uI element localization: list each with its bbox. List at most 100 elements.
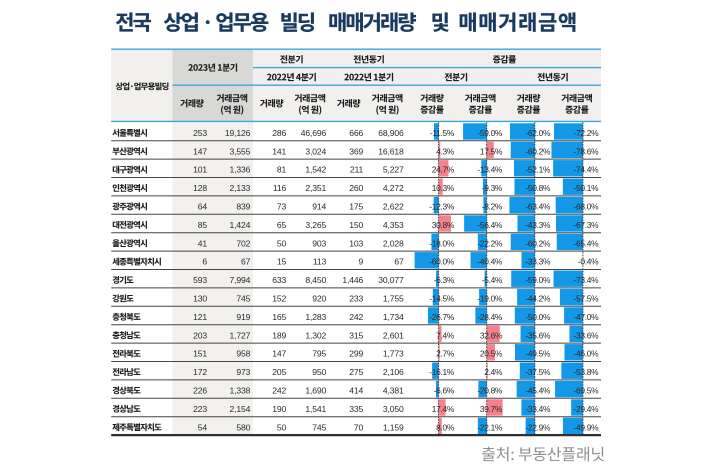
svg-text:1,336: 1,336	[230, 165, 251, 175]
svg-text:50: 50	[277, 238, 287, 248]
svg-text:-69.5%: -69.5%	[574, 386, 600, 396]
svg-text:-14.5%: -14.5%	[429, 294, 455, 304]
svg-text:3,050: 3,050	[383, 404, 404, 414]
svg-text:113: 113	[313, 257, 327, 267]
svg-text:-72.2%: -72.2%	[574, 128, 600, 138]
svg-text:-53.8%: -53.8%	[574, 367, 600, 377]
svg-text:141: 141	[272, 146, 286, 156]
svg-text:242: 242	[349, 312, 363, 322]
svg-text:65: 65	[277, 220, 287, 230]
svg-text:67: 67	[394, 257, 404, 267]
svg-text:-60.2%: -60.2%	[525, 238, 551, 248]
svg-text:4,353: 4,353	[383, 220, 404, 230]
svg-text:30.8%: 30.8%	[432, 220, 455, 230]
svg-text:920: 920	[312, 294, 326, 304]
svg-text:-67.3%: -67.3%	[574, 220, 600, 230]
svg-text:81: 81	[277, 165, 287, 175]
svg-text:-37.5%: -37.5%	[525, 367, 551, 377]
svg-text:41: 41	[198, 238, 208, 248]
svg-text:2,154: 2,154	[230, 404, 251, 414]
svg-text:24.7%: 24.7%	[432, 165, 455, 175]
svg-text:299: 299	[349, 349, 363, 359]
svg-text:16,618: 16,618	[378, 146, 404, 156]
svg-text:223: 223	[193, 404, 207, 414]
svg-text:593: 593	[193, 275, 207, 285]
svg-text:3,024: 3,024	[305, 146, 326, 156]
svg-text:839: 839	[236, 202, 250, 212]
svg-text:666: 666	[349, 128, 363, 138]
svg-text:-50.0%: -50.0%	[525, 312, 551, 322]
svg-text:-74.4%: -74.4%	[574, 165, 600, 175]
svg-text:-60.0%: -60.0%	[429, 257, 455, 267]
svg-text:950: 950	[312, 367, 326, 377]
svg-text:15: 15	[277, 257, 287, 267]
svg-text:70: 70	[354, 422, 364, 432]
svg-text:20.5%: 20.5%	[480, 349, 503, 359]
svg-text:-49.5%: -49.5%	[525, 349, 551, 359]
svg-text:-50.8%: -50.8%	[525, 183, 551, 193]
svg-text:1,773: 1,773	[383, 349, 404, 359]
svg-text:-52.1%: -52.1%	[525, 165, 551, 175]
svg-text:-26.7%: -26.7%	[429, 312, 455, 322]
svg-text:1,424: 1,424	[230, 220, 251, 230]
svg-text:-35.6%: -35.6%	[525, 330, 551, 340]
svg-text:233: 233	[349, 294, 363, 304]
svg-text:189: 189	[272, 330, 286, 340]
svg-text:2,106: 2,106	[383, 367, 404, 377]
svg-text:17.5%: 17.5%	[480, 146, 503, 156]
svg-text:958: 958	[236, 349, 250, 359]
svg-text:17.4%: 17.4%	[432, 404, 455, 414]
svg-text:414: 414	[349, 386, 363, 396]
svg-text:-43.3%: -43.3%	[525, 220, 551, 230]
svg-text:165: 165	[272, 312, 286, 322]
svg-text:-59.0%: -59.0%	[525, 275, 551, 285]
svg-text:4,272: 4,272	[383, 183, 404, 193]
svg-text:702: 702	[236, 238, 250, 248]
svg-text:103: 103	[349, 238, 363, 248]
svg-text:-73.4%: -73.4%	[574, 275, 600, 285]
svg-text:50: 50	[277, 422, 287, 432]
svg-text:101: 101	[193, 165, 207, 175]
svg-text:64: 64	[198, 202, 208, 212]
svg-text:-18.0%: -18.0%	[429, 238, 455, 248]
svg-text:150: 150	[349, 220, 363, 230]
svg-text:2,028: 2,028	[383, 238, 404, 248]
svg-text:151: 151	[193, 349, 207, 359]
svg-text:-6.3%: -6.3%	[434, 275, 455, 285]
svg-text:-20.8%: -20.8%	[477, 386, 503, 396]
svg-text:6: 6	[202, 257, 207, 267]
svg-text:-28.4%: -28.4%	[477, 312, 503, 322]
svg-text:5,227: 5,227	[383, 165, 404, 175]
svg-text:121: 121	[193, 312, 207, 322]
svg-text:242: 242	[272, 386, 286, 396]
svg-text:32.6%: 32.6%	[480, 330, 503, 340]
svg-text:914: 914	[312, 202, 326, 212]
svg-text:172: 172	[193, 367, 207, 377]
svg-text:67: 67	[241, 257, 251, 267]
svg-text:19,126: 19,126	[225, 128, 251, 138]
svg-text:1,542: 1,542	[305, 165, 326, 175]
svg-text:-65.4%: -65.4%	[574, 238, 600, 248]
svg-text:147: 147	[193, 146, 207, 156]
svg-text:9: 9	[359, 257, 364, 267]
svg-text:-6.6%: -6.6%	[434, 386, 455, 396]
svg-text:2.7%: 2.7%	[436, 349, 455, 359]
svg-text:-11.5%: -11.5%	[430, 128, 455, 138]
svg-text:10.3%: 10.3%	[432, 183, 455, 193]
svg-text:4,381: 4,381	[383, 386, 404, 396]
svg-text:3,265: 3,265	[305, 220, 326, 230]
svg-text:2,133: 2,133	[230, 183, 251, 193]
svg-text:-59.0%: -59.0%	[477, 128, 503, 138]
svg-text:745: 745	[312, 422, 326, 432]
svg-text:286: 286	[272, 128, 286, 138]
svg-text:147: 147	[272, 349, 286, 359]
svg-text:7,994: 7,994	[230, 275, 251, 285]
svg-text:-60.2%: -60.2%	[525, 146, 551, 156]
svg-text:152: 152	[272, 294, 286, 304]
svg-text:-47.0%: -47.0%	[574, 312, 600, 322]
svg-text:211: 211	[350, 165, 364, 175]
svg-text:175: 175	[349, 202, 363, 212]
svg-text:2,601: 2,601	[383, 330, 404, 340]
svg-text:-29.4%: -29.4%	[574, 404, 600, 414]
svg-text:-50.1%: -50.1%	[574, 183, 600, 193]
